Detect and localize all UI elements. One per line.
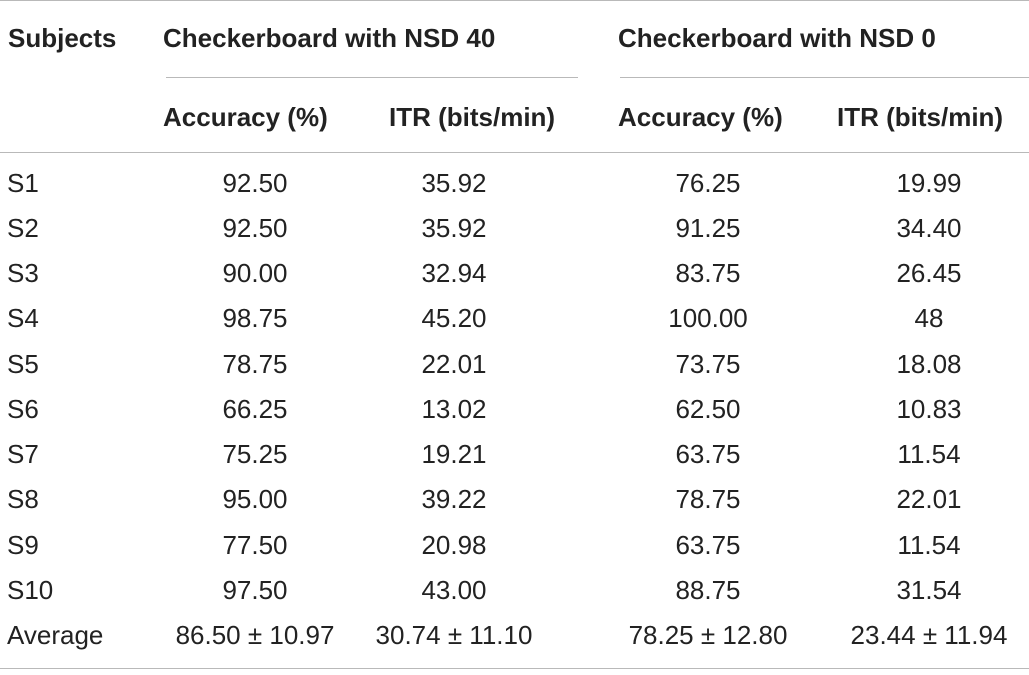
- value-cell: 77.50: [222, 530, 288, 560]
- value-cell: 43.00: [421, 575, 487, 605]
- value-cell: 66.25: [222, 394, 288, 424]
- value-cell: 19.21: [421, 439, 487, 469]
- value-cell: 22.01: [896, 484, 962, 514]
- value-cell: 45.20: [421, 303, 487, 333]
- value-cell: 92.50: [222, 168, 288, 198]
- top-rule: [0, 0, 1029, 1]
- value-cell: 97.50: [222, 575, 288, 605]
- subject-cell: S1: [7, 168, 39, 198]
- value-cell: 39.22: [421, 484, 487, 514]
- value-cell: 35.92: [421, 213, 487, 243]
- value-cell: 88.75: [675, 575, 741, 605]
- subject-cell: S4: [7, 303, 39, 333]
- value-cell: 76.25: [675, 168, 741, 198]
- value-cell: 92.50: [222, 213, 288, 243]
- value-cell: 98.75: [222, 303, 288, 333]
- table-bottom-rule: [0, 668, 1029, 669]
- value-cell: 63.75: [675, 439, 741, 469]
- group-header-nsd0: Checkerboard with NSD 0: [618, 23, 936, 53]
- subject-cell: S8: [7, 484, 39, 514]
- value-cell: 95.00: [222, 484, 288, 514]
- value-cell: 78.75: [222, 349, 288, 379]
- value-cell: 63.75: [675, 530, 741, 560]
- value-cell: 73.75: [675, 349, 741, 379]
- value-cell: 62.50: [675, 394, 741, 424]
- value-cell: 90.00: [222, 258, 288, 288]
- subject-cell: S3: [7, 258, 39, 288]
- value-cell: 83.75: [675, 258, 741, 288]
- value-cell: 78.75: [675, 484, 741, 514]
- subheader-itr-nsd0: ITR (bits/min): [837, 102, 1004, 132]
- value-cell: 19.99: [896, 168, 962, 198]
- subject-cell: S7: [7, 439, 39, 469]
- subject-cell: S2: [7, 213, 39, 243]
- header-bottom-rule: [0, 152, 1029, 153]
- value-cell: 18.08: [896, 349, 962, 379]
- subject-cell: S9: [7, 530, 39, 560]
- value-cell: 32.94: [421, 258, 487, 288]
- subheader-accuracy-nsd40: Accuracy (%): [163, 102, 328, 132]
- subheader-accuracy-nsd0: Accuracy (%): [618, 102, 783, 132]
- subjects-header: Subjects: [8, 23, 117, 53]
- value-cell: 31.54: [896, 575, 962, 605]
- value-cell: 34.40: [896, 213, 962, 243]
- value-cell: 13.02: [421, 394, 487, 424]
- value-cell: 91.25: [675, 213, 741, 243]
- group-header-nsd40: Checkerboard with NSD 40: [163, 23, 496, 53]
- group-rule-nsd0: [620, 77, 1029, 78]
- value-cell: 35.92: [421, 168, 487, 198]
- subject-cell: S6: [7, 394, 39, 424]
- value-cell: 20.98: [421, 530, 487, 560]
- value-cell: 100.00: [668, 303, 748, 333]
- value-cell: 86.50 ± 10.97: [175, 620, 335, 650]
- subject-cell: Average: [7, 620, 104, 650]
- value-cell: 48: [914, 303, 944, 333]
- subheader-itr-nsd40: ITR (bits/min): [389, 102, 556, 132]
- value-cell: 78.25 ± 12.80: [628, 620, 788, 650]
- value-cell: 26.45: [896, 258, 962, 288]
- subject-cell: S10: [7, 575, 54, 605]
- value-cell: 30.74 ± 11.10: [375, 620, 533, 650]
- value-cell: 22.01: [421, 349, 487, 379]
- value-cell: 10.83: [896, 394, 962, 424]
- value-cell: 11.54: [897, 439, 961, 469]
- value-cell: 75.25: [222, 439, 288, 469]
- value-cell: 11.54: [897, 530, 961, 560]
- group-rule-nsd40: [166, 77, 578, 78]
- subject-cell: S5: [7, 349, 39, 379]
- value-cell: 23.44 ± 11.94: [850, 620, 1008, 650]
